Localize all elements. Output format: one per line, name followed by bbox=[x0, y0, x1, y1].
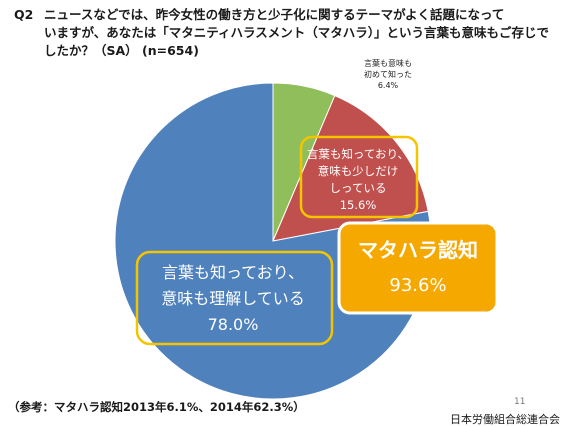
callout-title: マタハラ認知 bbox=[358, 238, 478, 262]
highlight-box-3 bbox=[135, 250, 334, 346]
reference-footnote: （参考：マタハラ認知2013年6.1%、2014年62.3%） bbox=[8, 400, 305, 414]
organization-name: 日本労働組合総連合会 bbox=[450, 413, 560, 426]
pie-slice-2 bbox=[272, 94, 429, 242]
data-label-2: 言葉も知っており、意味も少しだけしっている 15.6% bbox=[307, 147, 409, 212]
question-line-2: いますが、あなたは「マタニティハラスメント（マタハラ）」という言葉も意味もご存じ… bbox=[44, 25, 550, 40]
callout-value: 93.6% bbox=[389, 275, 446, 296]
awareness-callout bbox=[337, 221, 499, 315]
page-number: 11 bbox=[514, 397, 526, 407]
question-id: Q2 bbox=[14, 7, 34, 22]
data-label-1: 言葉も意味も初めて知った 6.4% bbox=[364, 58, 412, 90]
pie-slice-3 bbox=[114, 82, 432, 400]
data-label-3: 言葉も知っており、意味も理解している 78.0% bbox=[161, 263, 305, 334]
question-text: Q2 ニュースなどでは、昨今女性の働き方と少子化に関するテーマがよく話題になって … bbox=[14, 6, 559, 60]
question-line-1: Q2 ニュースなどでは、昨今女性の働き方と少子化に関するテーマがよく話題になって bbox=[14, 7, 505, 22]
question-line-3: したか？（SA） (n=654) bbox=[44, 43, 199, 58]
highlight-box-2 bbox=[299, 135, 419, 219]
